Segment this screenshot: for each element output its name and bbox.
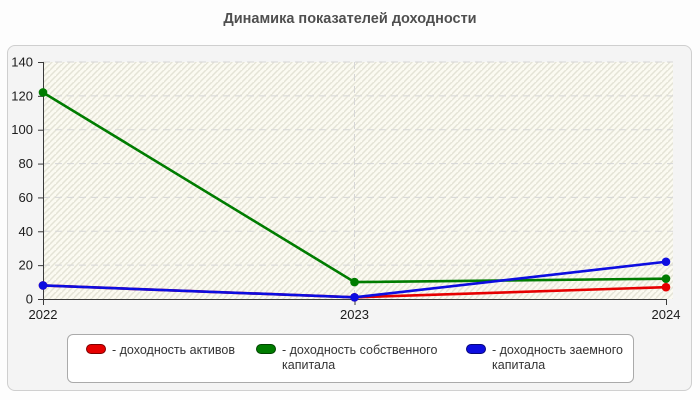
y-axis-tick-label: 20 (19, 258, 33, 273)
legend-label: - доходность заемного капитала (492, 343, 623, 372)
legend-swatch (256, 344, 276, 354)
y-axis-tick-label: 60 (19, 190, 33, 205)
data-point-marker[interactable] (38, 88, 48, 97)
chart-container: 0 20 40 60 80 100 120 140 2022 2023 2024 - доходно… (7, 45, 692, 391)
y-axis-tick-label: 140 (11, 55, 33, 70)
x-axis-tick-label: 2024 (652, 307, 681, 322)
chart-legend: - доходность активов - доходность собстве… (67, 334, 634, 383)
legend-label: - доходность активов (112, 343, 235, 357)
data-point-marker[interactable] (350, 277, 359, 287)
data-point-marker[interactable] (661, 257, 671, 267)
legend-item-0[interactable]: - доходность активов (86, 343, 248, 358)
legend-label: - доходность собственного капитала (282, 343, 438, 372)
x-axis-tick-label: 2023 (340, 307, 369, 322)
legend-swatch (86, 344, 106, 354)
data-point-marker[interactable] (661, 282, 671, 292)
data-point-marker[interactable] (661, 274, 671, 283)
y-axis-tick-label: 0 (26, 292, 33, 307)
data-point-marker[interactable] (38, 281, 48, 290)
legend-item-1[interactable]: - доходность собственного капитала (256, 343, 461, 373)
line-chart-plot: 0 20 40 60 80 100 120 140 2022 2023 2024 (11, 55, 681, 323)
y-axis-tick-label: 80 (19, 156, 33, 171)
legend-swatch (466, 344, 486, 354)
y-axis-tick-label: 100 (11, 122, 33, 137)
plot-area-background (43, 62, 673, 299)
y-axis-tick-label: 120 (11, 88, 33, 103)
x-axis-tick-label: 2022 (29, 307, 58, 322)
data-point-marker[interactable] (350, 293, 359, 302)
y-axis-tick-label: 40 (19, 224, 33, 239)
profitability-chart-page: Динамика показателей доходности 0 20 40 60 8… (0, 0, 700, 391)
legend-item-2[interactable]: - доходность заемного капитала (466, 343, 634, 373)
chart-title: Динамика показателей доходности (223, 11, 477, 27)
